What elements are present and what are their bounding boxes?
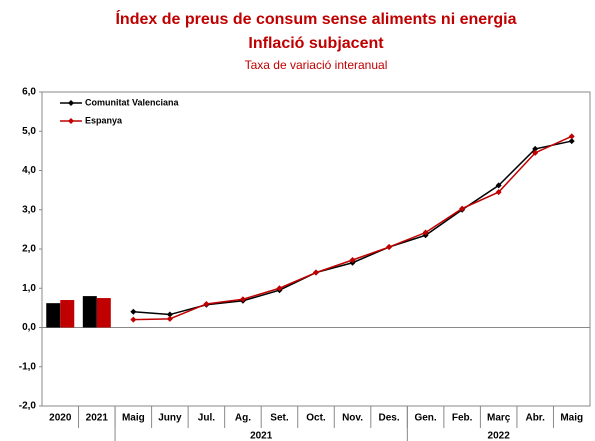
bar (46, 303, 61, 328)
bar (60, 300, 75, 328)
point (495, 182, 502, 189)
x-tick-label: Maig (560, 413, 583, 424)
x-tick-label: Maig (122, 413, 145, 424)
point (532, 145, 539, 152)
chart-caption: Taxa de variació interanual (245, 58, 388, 72)
y-tick-label: -2,0 (19, 401, 37, 412)
point (166, 315, 173, 322)
y-tick-label: 3,0 (22, 204, 36, 215)
x-tick-label: Set. (270, 413, 289, 424)
x-tick-label: 2020 (49, 413, 72, 424)
line (133, 135, 573, 321)
point (568, 133, 575, 140)
point (130, 308, 137, 315)
legend-marker (68, 118, 74, 124)
point (313, 269, 319, 276)
x-tick-label: Gen. (414, 413, 436, 424)
x-tick-label: Feb. (452, 413, 473, 424)
chart-subtitle: Inflació subjacent (248, 35, 384, 52)
x-tick-label: Juny (158, 413, 182, 424)
y-tick-label: 4,0 (22, 165, 36, 176)
y-tick-label: 6,0 (22, 87, 36, 98)
y-tick-label: 1,0 (22, 283, 36, 294)
x-tick-label: Des. (379, 413, 400, 424)
x-tick-label: 2021 (86, 413, 109, 424)
point (130, 316, 137, 323)
legend-marker (68, 100, 74, 106)
chart-title: Índex de preus de consum sense aliments … (115, 9, 516, 28)
group-label: 2021 (250, 431, 273, 441)
x-tick-label: Nov. (342, 413, 363, 424)
y-tick-label: -1,0 (19, 361, 37, 372)
x-tick-label: Ag. (235, 413, 251, 424)
point (239, 296, 246, 303)
legend-label: Espanya (85, 115, 123, 125)
y-tick-label: 0,0 (22, 322, 36, 333)
y-tick-label: 5,0 (22, 126, 36, 137)
point (422, 229, 429, 236)
legend-label: Comunitat Valenciana (85, 97, 180, 107)
point (349, 256, 356, 263)
y-tick-label: 2,0 (22, 244, 36, 255)
bar (96, 298, 111, 328)
point (276, 285, 283, 292)
line (133, 140, 572, 316)
point (495, 189, 502, 196)
x-tick-label: Oct. (306, 413, 326, 424)
point (459, 205, 466, 212)
x-tick-label: Jul. (198, 413, 215, 424)
x-tick-label: Març (487, 413, 511, 424)
bar (82, 296, 97, 328)
point (203, 300, 210, 307)
x-tick-label: Abr. (525, 413, 545, 424)
point (386, 244, 393, 251)
group-label: 2022 (488, 431, 511, 441)
plot-frame (41, 91, 591, 407)
point (532, 149, 539, 156)
point (568, 138, 575, 145)
point (166, 311, 173, 318)
